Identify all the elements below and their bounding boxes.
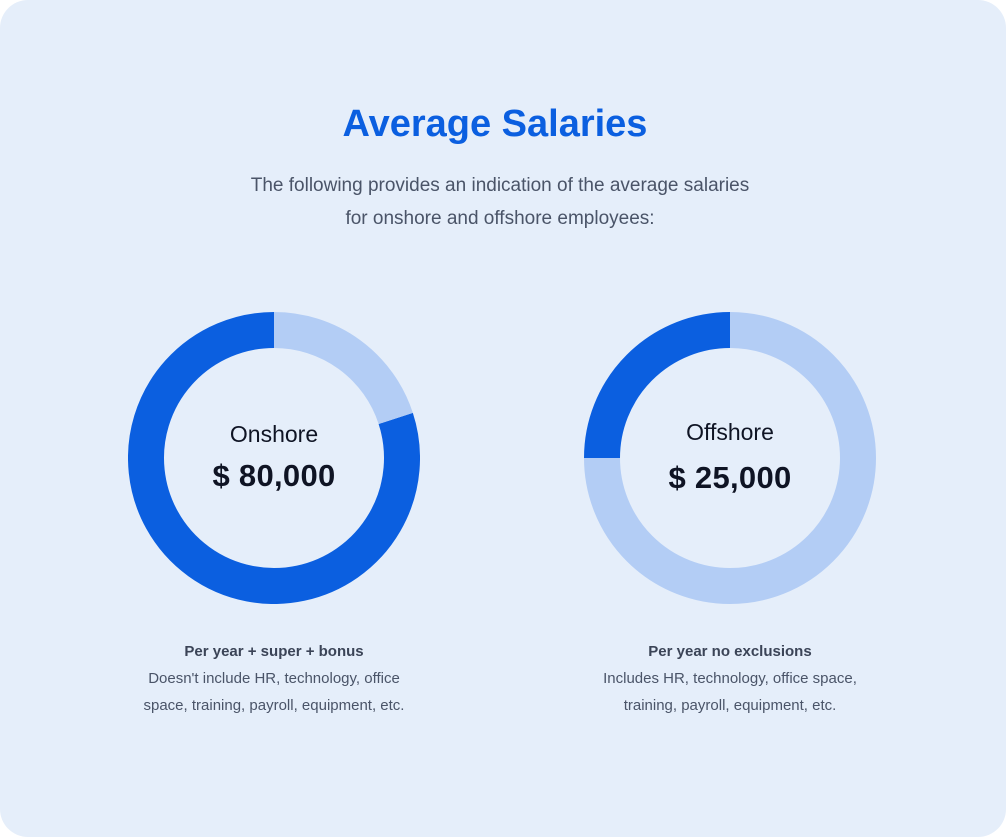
offshore-caption-line-1: Includes HR, technology, office space, <box>603 670 857 687</box>
page-subtitle: The following provides an indication of … <box>200 169 800 235</box>
offshore-slices <box>584 312 876 604</box>
onshore-caption: Per year + super + bonus Doesn't include… <box>104 638 444 719</box>
subtitle-line-1: The following provides an indication of … <box>250 175 750 196</box>
onshore-center-value: $ 80,000 <box>212 458 336 493</box>
offshore-slice-primary <box>584 312 731 459</box>
onshore-slices <box>128 312 420 604</box>
offshore-caption: Per year no exclusions Includes HR, tech… <box>560 638 900 719</box>
offshore-center-value: $ 25,000 <box>668 460 792 495</box>
offshore-donut-chart: Offshore $ 25,000 <box>584 312 876 604</box>
page-title: Average Salaries <box>342 103 648 145</box>
onshore-caption-line-1: Doesn't include HR, technology, office <box>148 670 400 687</box>
offshore-donut-svg <box>584 312 876 604</box>
onshore-slice-remainder <box>273 312 413 425</box>
onshore-slice-primary <box>128 312 420 604</box>
offshore-center-label: Offshore <box>686 419 774 445</box>
onshore-donut-chart: Onshore $ 80,000 <box>128 312 420 604</box>
offshore-slice-remainder <box>584 312 876 604</box>
subtitle-line-2: for onshore and offshore employees: <box>345 208 655 229</box>
onshore-caption-line-2: space, training, payroll, equipment, etc… <box>143 697 405 714</box>
onshore-caption-title: Per year + super + bonus <box>184 643 364 660</box>
offshore-caption-title: Per year no exclusions <box>648 643 812 660</box>
onshore-center-label: Onshore <box>229 421 319 447</box>
offshore-caption-line-2: training, payroll, equipment, etc. <box>623 697 837 714</box>
onshore-donut-svg <box>128 312 420 604</box>
